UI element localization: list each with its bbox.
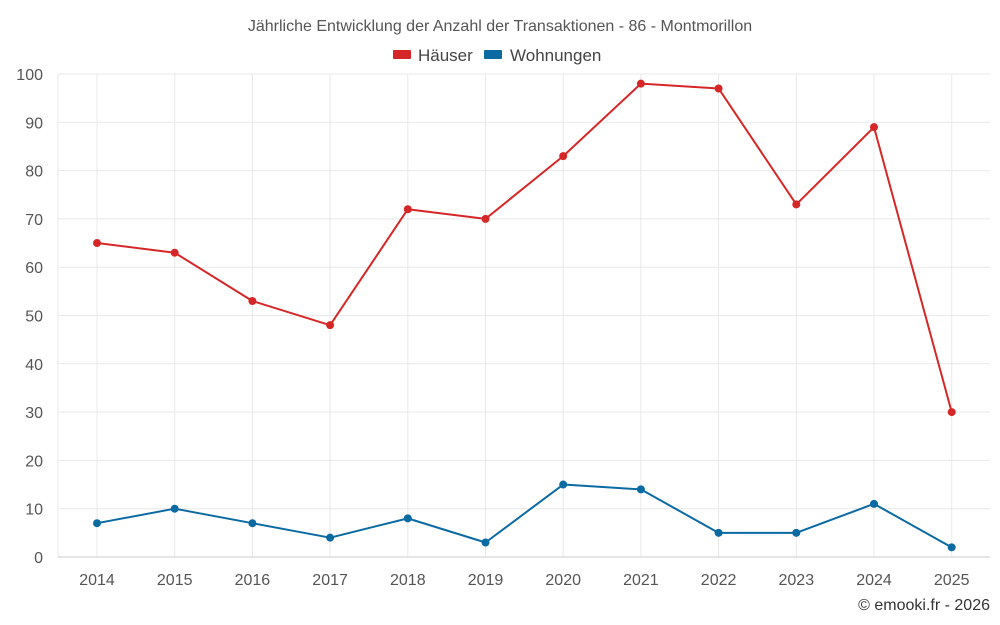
data-point-0-2022[interactable]	[714, 84, 723, 93]
x-tick-label-2021: 2021	[623, 572, 659, 589]
data-point-0-2018[interactable]	[403, 205, 412, 214]
grid	[58, 73, 990, 557]
y-tick-label-50: 50	[25, 309, 43, 326]
data-point-0-2019[interactable]	[481, 214, 490, 223]
data-point-1-2014[interactable]	[93, 519, 101, 528]
y-tick-label-10: 10	[25, 502, 43, 519]
data-point-0-2023[interactable]	[792, 200, 801, 209]
y-tick-label-40: 40	[25, 357, 43, 374]
data-point-1-2020[interactable]	[559, 480, 568, 489]
data-point-0-2015[interactable]	[170, 248, 179, 257]
series-1	[93, 480, 956, 552]
y-tick-label-20: 20	[25, 453, 43, 470]
legend-item-wohnungen[interactable]: Wohnungen	[484, 46, 601, 65]
y-tick-label-100: 100	[16, 67, 43, 84]
x-tick-label-2018: 2018	[390, 572, 426, 589]
x-tick-label-2020: 2020	[545, 572, 581, 589]
y-tick-label-80: 80	[25, 164, 43, 181]
axes	[57, 74, 990, 558]
legend-swatch-haeuser	[393, 50, 411, 59]
legend-swatch-wohnungen	[484, 50, 502, 59]
chart-title: Jährliche Entwicklung der Anzahl der Tra…	[248, 18, 752, 35]
series-line-1	[96, 483, 953, 549]
data-point-1-2022[interactable]	[714, 528, 723, 537]
x-tick-label-2017: 2017	[312, 572, 348, 589]
data-point-0-2014[interactable]	[93, 239, 101, 248]
data-point-1-2018[interactable]	[403, 514, 412, 523]
x-tick-label-2016: 2016	[235, 572, 271, 589]
series-line-0	[96, 82, 953, 414]
x-tick-label-2024: 2024	[856, 572, 892, 589]
data-point-0-2020[interactable]	[559, 152, 568, 161]
credit-text: © emooki.fr - 2026	[858, 597, 990, 614]
y-tick-label-90: 90	[25, 115, 43, 132]
y-tick-label-30: 30	[25, 405, 43, 422]
y-tick-label-60: 60	[25, 260, 43, 277]
data-point-0-2016[interactable]	[248, 297, 257, 306]
x-tick-label-2015: 2015	[157, 572, 193, 589]
series-0	[93, 79, 956, 417]
data-point-0-2024[interactable]	[870, 123, 878, 132]
x-tick-label-2023: 2023	[779, 572, 815, 589]
legend-label-haeuser: Häuser	[418, 46, 473, 65]
data-point-1-2021[interactable]	[636, 485, 645, 494]
x-tick-label-2025: 2025	[934, 572, 970, 589]
y-tick-label-0: 0	[34, 550, 43, 567]
data-point-1-2019[interactable]	[481, 538, 490, 547]
data-point-1-2025[interactable]	[947, 543, 956, 552]
data-point-1-2016[interactable]	[248, 519, 257, 528]
data-point-0-2025[interactable]	[947, 408, 956, 417]
series-layer	[93, 79, 956, 552]
legend-item-haeuser[interactable]: Häuser	[393, 46, 473, 65]
x-axis-ticks: 2014 2015 2016 2017 2018 2019 2020 2021 2022 2023…	[79, 572, 969, 589]
x-tick-label-2014: 2014	[79, 572, 115, 589]
data-point-0-2021[interactable]	[636, 79, 645, 88]
y-tick-label-70: 70	[25, 212, 43, 229]
data-point-1-2024[interactable]	[870, 499, 878, 508]
x-tick-label-2022: 2022	[701, 572, 737, 589]
data-point-1-2023[interactable]	[792, 528, 801, 537]
x-tick-label-2019: 2019	[468, 572, 504, 589]
data-point-1-2017[interactable]	[326, 533, 335, 542]
y-axis-ticks: 0 10 20 30 40 50 60 70 80 90 100	[16, 67, 43, 567]
legend-label-wohnungen: Wohnungen	[510, 46, 601, 65]
data-point-1-2015[interactable]	[170, 504, 179, 513]
legend: Häuser Wohnungen	[393, 46, 601, 65]
data-point-0-2017[interactable]	[326, 321, 335, 330]
